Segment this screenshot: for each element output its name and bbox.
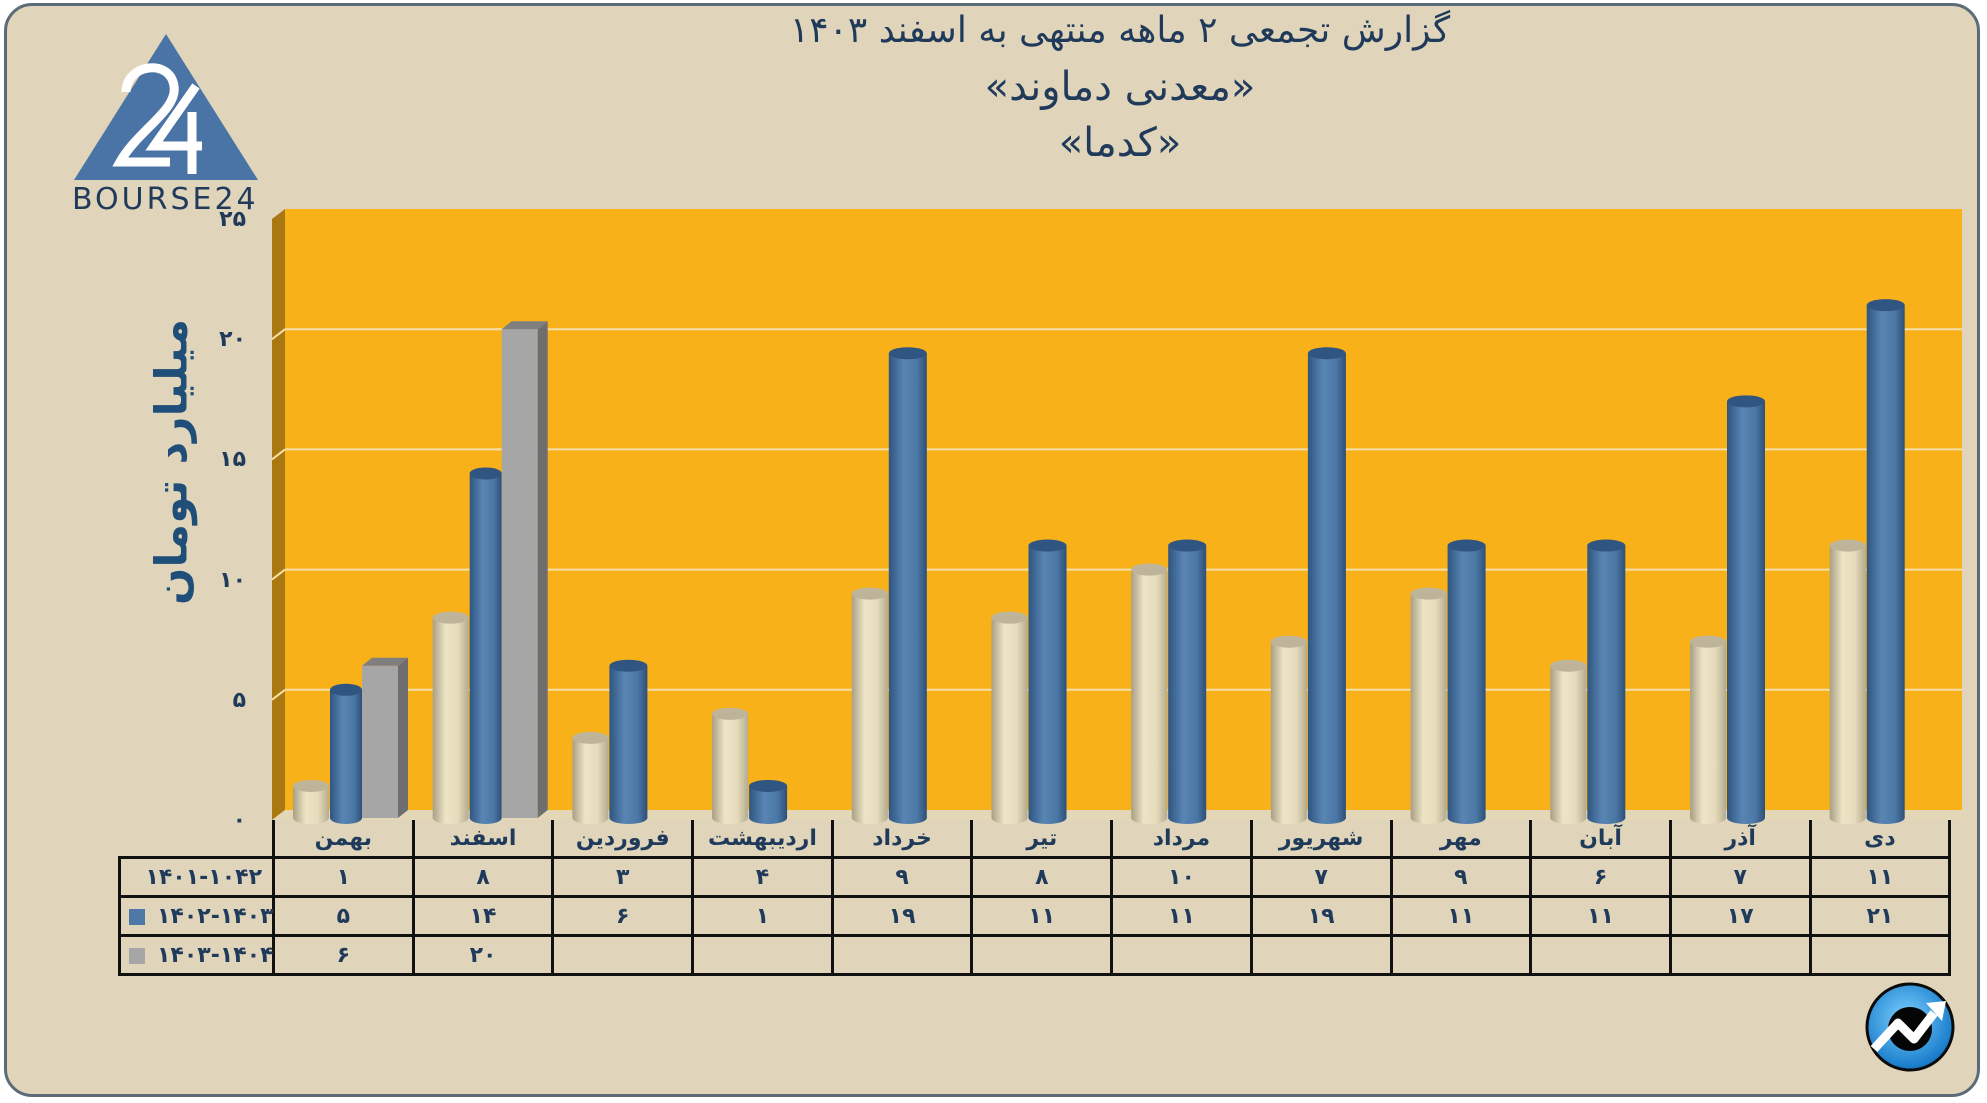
table-cell: ۴ xyxy=(691,856,834,898)
company-name: «معدنی دماوند» xyxy=(984,64,1256,110)
bar-cylinder xyxy=(749,779,788,824)
series-label: ۱۴۰۲-۱۴۰۳ xyxy=(118,895,275,937)
table-cell xyxy=(1389,934,1533,976)
table-cell xyxy=(551,934,695,976)
ticker-symbol: «کدما» xyxy=(1058,120,1182,166)
chart-title: گزارش تجمعی ۲ ماهه منتهی به اسفند ۱۴۰۳ xyxy=(789,10,1451,51)
table-cell: ۸ xyxy=(411,856,555,898)
table-cell xyxy=(1110,934,1253,976)
series-row: ۱۴۰۱-۱۰۴۲ ۱ ۸ ۳ ۴ ۹ ۸ ۱۰ ۷ ۹ ۶ ۷ ۱۱ xyxy=(118,856,1952,898)
month-header: دی xyxy=(1808,820,1952,859)
table-cell: ۵ xyxy=(272,895,415,937)
table-cell: ۳ xyxy=(551,856,695,898)
table-cell: ۱۱ xyxy=(1529,895,1672,937)
bar-cylinder xyxy=(1307,347,1346,824)
bar-cylinder xyxy=(1131,563,1168,824)
y-tick-label: ۲۰ xyxy=(219,327,246,353)
table-cell: ۶ xyxy=(1529,856,1672,898)
bar-box xyxy=(362,657,408,818)
y-tick-label: ۲۵ xyxy=(219,207,246,232)
table-cell xyxy=(970,934,1114,976)
month-header: بهمن xyxy=(272,820,415,859)
table-cell: ۱۱ xyxy=(1110,895,1253,937)
table-cell xyxy=(1808,934,1952,976)
bar-cylinder xyxy=(888,347,927,824)
bar-cylinder xyxy=(851,587,888,824)
data-table: بهمن اسفند فروردین اردیبهشت خرداد تیر مرداد شهر… xyxy=(118,820,1952,976)
y-tick-label: ۱۵ xyxy=(219,447,246,473)
table-cell: ۱۷ xyxy=(1668,895,1812,937)
table-cell: ۱۹ xyxy=(1249,895,1393,937)
plot-area xyxy=(271,209,1962,820)
table-cell: ۶ xyxy=(551,895,695,937)
bar-cylinder xyxy=(1028,539,1067,824)
bar-box xyxy=(501,321,548,818)
table-cell xyxy=(830,934,974,976)
table-cell: ۱ xyxy=(272,856,415,898)
bar-cylinder xyxy=(293,779,329,824)
series-row: ۱۴۰۲-۱۴۰۳ ۵ ۱۴ ۶ ۱ ۱۹ ۱۱ ۱۱ ۱۹ ۱۱ ۱۱ ۱۷ ۲۱ xyxy=(118,895,1952,937)
y-tick-label: ۵ xyxy=(232,687,246,713)
table-cell: ۱۹ xyxy=(830,895,974,937)
trend-badge-icon xyxy=(1865,982,1955,1072)
table-cell: ۹ xyxy=(830,856,974,898)
table-cell: ۱۱ xyxy=(1808,856,1952,898)
series-row: ۱۴۰۳-۱۴۰۴ ۶ ۲۰ xyxy=(118,934,1952,976)
table-cell: ۱۴ xyxy=(411,895,555,937)
bar-cylinder xyxy=(432,611,469,824)
series-label: ۱۴۰۳-۱۴۰۴ xyxy=(118,934,275,976)
bar-cylinder xyxy=(1410,587,1447,824)
bar-cylinder xyxy=(1690,635,1726,824)
bar-cylinder xyxy=(1866,299,1905,824)
bar-cylinder xyxy=(1168,539,1207,824)
table-cell xyxy=(691,934,834,976)
table-cell: ۹ xyxy=(1389,856,1533,898)
table-corner xyxy=(119,820,275,859)
table-cell: ۷ xyxy=(1249,856,1393,898)
table-cell: ۷ xyxy=(1668,856,1812,898)
bars xyxy=(293,299,1905,824)
bar-cylinder xyxy=(712,707,749,824)
series-label: ۱۴۰۱-۱۰۴۲ xyxy=(118,856,275,898)
table-cell xyxy=(1529,934,1672,976)
table-cell: ۱۱ xyxy=(1389,895,1533,937)
table-cell: ۱۱ xyxy=(970,895,1114,937)
table-cell: ۱۰ xyxy=(1110,856,1253,898)
table-cell: ۸ xyxy=(970,856,1114,898)
legend-swatch-icon xyxy=(129,908,145,925)
month-header: اردیبهشت xyxy=(691,820,834,859)
month-header-row: بهمن اسفند فروردین اردیبهشت خرداد تیر مرداد شهر… xyxy=(119,820,1952,859)
month-header: آبان xyxy=(1529,820,1672,859)
month-header: مرداد xyxy=(1110,820,1253,859)
bar-cylinder xyxy=(1447,539,1486,824)
table-cell: ۱ xyxy=(691,895,834,937)
bar-cylinder xyxy=(1829,539,1866,824)
bar-cylinder xyxy=(991,611,1028,824)
table-cell xyxy=(1249,934,1393,976)
table-cell: ۲۱ xyxy=(1808,895,1952,937)
month-header: مهر xyxy=(1389,820,1533,859)
bar-cylinder xyxy=(1270,635,1307,824)
bar-cylinder xyxy=(330,683,362,824)
month-header: تیر xyxy=(970,820,1114,859)
table-cell xyxy=(1668,934,1812,976)
bar-cylinder xyxy=(1727,395,1765,824)
y-tick-label: ۱۰ xyxy=(219,567,246,593)
bar-cylinder xyxy=(1550,659,1587,824)
month-header: اسفند xyxy=(411,820,555,859)
bourse24-logo-icon xyxy=(74,34,258,180)
bar-cylinder xyxy=(572,731,609,824)
bar-cylinder xyxy=(609,659,648,824)
month-header: شهریور xyxy=(1249,820,1393,859)
month-header: آذر xyxy=(1668,820,1812,859)
bar-cylinder xyxy=(1587,539,1626,824)
month-header: خرداد xyxy=(830,820,974,859)
brand-text: BOURSE24 xyxy=(72,182,259,217)
bar-cylinder xyxy=(469,467,502,824)
table-cell: ۶ xyxy=(272,934,415,976)
table-cell: ۲۰ xyxy=(411,934,555,976)
legend-swatch-icon xyxy=(129,947,145,964)
month-header: فروردین xyxy=(551,820,695,859)
